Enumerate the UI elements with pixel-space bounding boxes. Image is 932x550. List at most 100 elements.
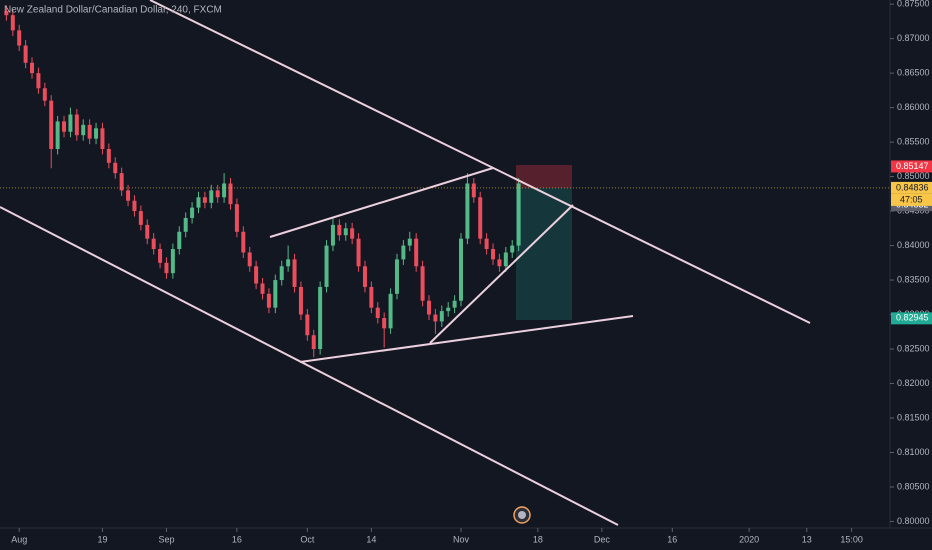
candle-body [382, 317, 387, 329]
candle-body [126, 190, 131, 201]
candle-body [439, 311, 444, 322]
x-tick-label: Oct [300, 534, 315, 544]
candle-body [465, 183, 470, 239]
candle-body [241, 231, 246, 253]
candle-body [209, 190, 214, 203]
candle-body [170, 249, 175, 274]
candle-body [452, 300, 457, 308]
candle-body [279, 266, 284, 281]
candle-body [215, 190, 220, 198]
event-icon-dot [518, 511, 526, 519]
candle-body [369, 286, 374, 308]
y-tick-label: 0.85000 [897, 171, 930, 181]
candle-body [132, 200, 137, 212]
x-tick-label: 18 [533, 534, 543, 544]
x-tick-label: 19 [97, 534, 107, 544]
y-tick-label: 0.80500 [897, 481, 930, 491]
candle-body [228, 183, 233, 205]
y-tick-label: 0.83500 [897, 274, 930, 284]
candle-body [311, 335, 316, 350]
candle-body [446, 307, 451, 312]
candle-body [106, 148, 111, 163]
price-tag-label: 0.85147 [896, 161, 929, 171]
candle-body [414, 238, 419, 267]
x-tick-label: Nov [453, 534, 470, 544]
y-tick-label: 0.82000 [897, 378, 930, 388]
candle-body [164, 262, 169, 274]
candle-body [158, 249, 163, 263]
candle-body [305, 314, 310, 336]
candle-body [394, 259, 399, 294]
y-tick-label: 0.81500 [897, 412, 930, 422]
price-tag [891, 160, 932, 173]
candle-body [433, 314, 438, 322]
candle-body [298, 286, 303, 315]
candle-body [177, 231, 182, 250]
candle-body [503, 252, 508, 267]
x-tick-label: 15:00 [840, 534, 863, 544]
candle-body [202, 197, 207, 203]
candle-body [190, 207, 195, 218]
candle-body [401, 245, 406, 260]
candle-body [426, 300, 431, 315]
candle-body [484, 238, 489, 250]
y-tick-label: 0.80000 [897, 516, 930, 526]
trend-line [269, 167, 494, 238]
candle-body [74, 114, 79, 136]
candle-body [388, 293, 393, 329]
x-tick-label: 14 [366, 534, 376, 544]
candle-body [62, 121, 67, 132]
candle-body [375, 307, 380, 318]
y-tick-label: 0.84000 [897, 240, 930, 250]
candle-body [260, 283, 265, 294]
trend-line [299, 315, 634, 363]
countdown: 47:05 [900, 194, 923, 204]
candle-body [145, 224, 150, 239]
candle-body [94, 128, 99, 139]
candle-body [196, 197, 201, 208]
candle-body [222, 183, 227, 198]
candle-body [471, 183, 476, 198]
candle-body [497, 259, 502, 267]
price-tag-label: 0.84836 [896, 182, 929, 192]
candle-body [478, 197, 483, 239]
candle-body [324, 245, 329, 287]
trend-line [429, 204, 574, 344]
candle-body [81, 124, 86, 136]
y-tick-label: 0.86000 [897, 102, 930, 112]
price-tag-label: 0.82945 [896, 313, 929, 323]
candle-body [10, 15, 15, 31]
x-tick-label: 13 [802, 534, 812, 544]
candle-body [119, 173, 124, 191]
candle-body [49, 100, 54, 149]
candle-body [151, 238, 156, 250]
countdown-tag [891, 193, 932, 206]
candle-body [516, 183, 521, 246]
trend-line [0, 206, 619, 526]
trend-line [149, 0, 811, 324]
candle-body [356, 238, 361, 267]
candle-body [266, 293, 271, 308]
candle-body [491, 249, 496, 260]
candle-body [343, 228, 348, 236]
candle-body [4, 11, 9, 16]
candle-body [292, 259, 297, 287]
candle-body [30, 62, 35, 74]
candle-body [337, 224, 342, 236]
candle-body [330, 224, 335, 246]
candle-body [273, 280, 278, 308]
x-tick-label: 16 [232, 534, 242, 544]
candle-body [87, 124, 92, 139]
candle-body [254, 266, 259, 284]
price-tag [891, 181, 932, 194]
x-tick-label: Dec [594, 534, 611, 544]
x-tick-label: 2020 [739, 534, 759, 544]
y-tick-label: 0.87500 [897, 0, 930, 9]
candle-body [459, 238, 464, 301]
candle-body [350, 228, 355, 239]
y-tick-label: 0.85500 [897, 136, 930, 146]
candle-body [420, 266, 425, 301]
candle-body [247, 252, 252, 267]
candle-body [234, 204, 239, 232]
